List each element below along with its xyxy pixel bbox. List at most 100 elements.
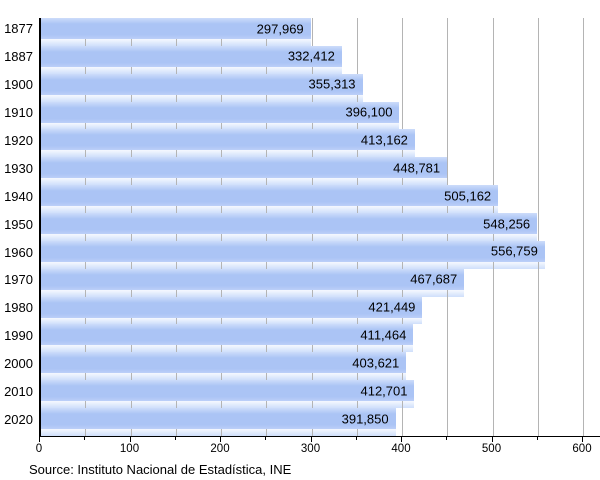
- tick-mark: [265, 437, 267, 440]
- population-bar: 505,162: [41, 185, 499, 207]
- tick-label: 600: [572, 443, 592, 455]
- year-label: 1950: [0, 214, 39, 242]
- plot-area: 297,969 332,412 355,313 396,100 413,162 448,7…: [39, 18, 600, 437]
- bar-reflection: [41, 401, 415, 409]
- tick-mark: [446, 437, 448, 440]
- bar-reflection: [41, 206, 499, 214]
- tick-mark: [84, 437, 86, 440]
- bar-row: 467,687: [41, 268, 600, 297]
- tick-label: 300: [300, 443, 321, 455]
- bar-value-label: 413,162: [360, 132, 408, 148]
- bar-reflection: [41, 317, 423, 325]
- bar-value-label: 403,621: [352, 355, 400, 371]
- year-label: 1877: [0, 18, 39, 46]
- tick-mark: [310, 437, 312, 442]
- population-bar: 297,969: [41, 18, 311, 39]
- year-label: 1930: [0, 158, 39, 186]
- year-label: 1900: [0, 74, 39, 102]
- year-label: 2020: [0, 409, 39, 437]
- tick-label: 500: [481, 443, 502, 455]
- bar-value-label: 332,412: [287, 48, 335, 64]
- bar-value-label: 556,759: [490, 243, 538, 259]
- bar-reflection: [41, 261, 545, 269]
- bar-value-label: 396,100: [345, 104, 393, 120]
- population-bar: 448,781: [41, 157, 448, 179]
- bar-value-label: 505,162: [444, 188, 492, 204]
- year-label-text: 2010: [4, 384, 33, 400]
- gridline: [537, 18, 539, 436]
- tick-label: 100: [119, 443, 140, 455]
- source-note: Source: Instituto Nacional de Estadístic…: [29, 462, 292, 477]
- year-label: 1920: [0, 130, 39, 158]
- year-label-text: 1887: [4, 48, 33, 64]
- bar-row: 412,701: [41, 380, 600, 409]
- bar-row: 411,464: [41, 324, 600, 353]
- population-bar: 396,100: [41, 101, 400, 123]
- year-label-text: 1930: [4, 160, 33, 176]
- bar-reflection: [41, 289, 465, 297]
- tick-mark: [536, 437, 538, 440]
- tick-mark: [220, 437, 221, 442]
- year-label: 1910: [0, 102, 39, 130]
- chart-body: 1877 1887 1900 1910 1920 1930 1940 1950 1960 1970…: [0, 18, 600, 437]
- year-label-text: 1920: [4, 132, 33, 148]
- bar-row: 421,449: [41, 296, 600, 325]
- bar-value-label: 355,313: [308, 76, 356, 92]
- bar-value-label: 412,701: [360, 383, 408, 399]
- year-label: 1887: [0, 46, 39, 74]
- year-label: 1940: [0, 186, 39, 214]
- bar-value-label: 391,850: [341, 411, 389, 427]
- population-bar: 332,412: [41, 45, 342, 67]
- bar-value-label: 297,969: [256, 21, 304, 36]
- bar-row: 391,850: [41, 408, 600, 436]
- tick-mark: [582, 437, 583, 442]
- bar-reflection: [41, 150, 415, 158]
- bar-value-label: 421,449: [368, 299, 416, 315]
- year-label: 2000: [0, 353, 39, 381]
- population-bar: 391,850: [41, 408, 396, 430]
- y-axis-labels: 1877 1887 1900 1910 1920 1930 1940 1950 1960 1970…: [0, 18, 39, 437]
- tick-label: 400: [391, 443, 411, 455]
- population-bar: 412,701: [41, 380, 415, 402]
- bar-value-label: 448,781: [393, 160, 441, 176]
- x-axis: 0 100 200 300 400 500 600: [36, 437, 600, 459]
- bar-row: 505,162: [41, 185, 600, 214]
- year-label-text: 1940: [4, 188, 33, 204]
- tick-mark: [491, 437, 493, 442]
- bar-row: 413,162: [41, 129, 600, 158]
- population-bar: 421,449: [41, 296, 423, 318]
- bar-row: 396,100: [41, 101, 600, 130]
- year-label-text: 1990: [4, 328, 33, 344]
- gridline: [583, 18, 584, 436]
- bar-row: 332,412: [41, 45, 600, 74]
- population-bar: 413,162: [41, 129, 415, 151]
- year-label-text: 1960: [4, 244, 33, 260]
- year-label: 1990: [0, 325, 39, 353]
- year-label-text: 1980: [4, 300, 33, 316]
- bar-value-label: 548,256: [483, 216, 531, 232]
- population-bar: 411,464: [41, 324, 414, 346]
- year-label-text: 1970: [4, 272, 33, 288]
- bar-row: 297,969: [41, 18, 600, 46]
- bar-reflection: [41, 373, 407, 381]
- bar-reflection: [41, 122, 400, 130]
- tick-mark: [174, 437, 176, 440]
- bar-row: 448,781: [41, 157, 600, 186]
- year-label-text: 2020: [4, 412, 33, 428]
- bar-reflection: [41, 178, 448, 186]
- year-label: 1960: [0, 242, 39, 270]
- year-label: 1980: [0, 297, 39, 325]
- year-label: 2010: [0, 381, 39, 409]
- tick-mark: [355, 437, 357, 440]
- bar-row: 355,313: [41, 73, 600, 102]
- year-label-text: 1877: [4, 21, 33, 36]
- bar-reflection: [41, 94, 363, 102]
- bar-row: 556,759: [41, 240, 600, 269]
- year-label: 1970: [0, 269, 39, 297]
- bar-reflection: [41, 234, 538, 241]
- tick-mark: [39, 437, 40, 442]
- bar-reflection: [41, 66, 342, 74]
- population-bar: 556,759: [41, 240, 545, 262]
- bar-reflection: [41, 429, 396, 436]
